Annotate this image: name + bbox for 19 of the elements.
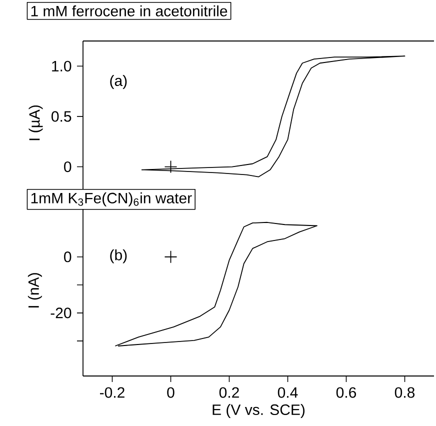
x-tick-label: 0.6 [336, 387, 356, 398]
y-axis-title: I (µA) [28, 105, 43, 140]
x-tick-label: 0.8 [394, 387, 415, 398]
annotation: (a) [110, 75, 127, 89]
x-tick-label: 0.4 [278, 387, 298, 398]
annotation: (b) [110, 249, 127, 264]
y-tick-label: 0.5 [52, 111, 72, 122]
y-tick-label: -20 [50, 308, 72, 318]
y-axis-title: I (nA) [28, 273, 42, 308]
y-tick-label: 1.0 [52, 60, 72, 72]
x-tick-label: 0 [167, 387, 174, 398]
line-series [141, 56, 406, 178]
chart-title: 1 mM ferrocene in acetonitrile [31, 5, 228, 16]
y-tick-label: 0 [64, 161, 72, 172]
x-tick-label: -0.2 [100, 387, 124, 398]
y-tick-label: 0 [64, 252, 72, 262]
x-tick-label: 0.2 [219, 387, 239, 398]
chart-title: 1mM K$_{3}$Fe(CN)$_{6}$in water [31, 192, 192, 206]
x-axis-title: E (V vs. SCE) [212, 404, 305, 418]
